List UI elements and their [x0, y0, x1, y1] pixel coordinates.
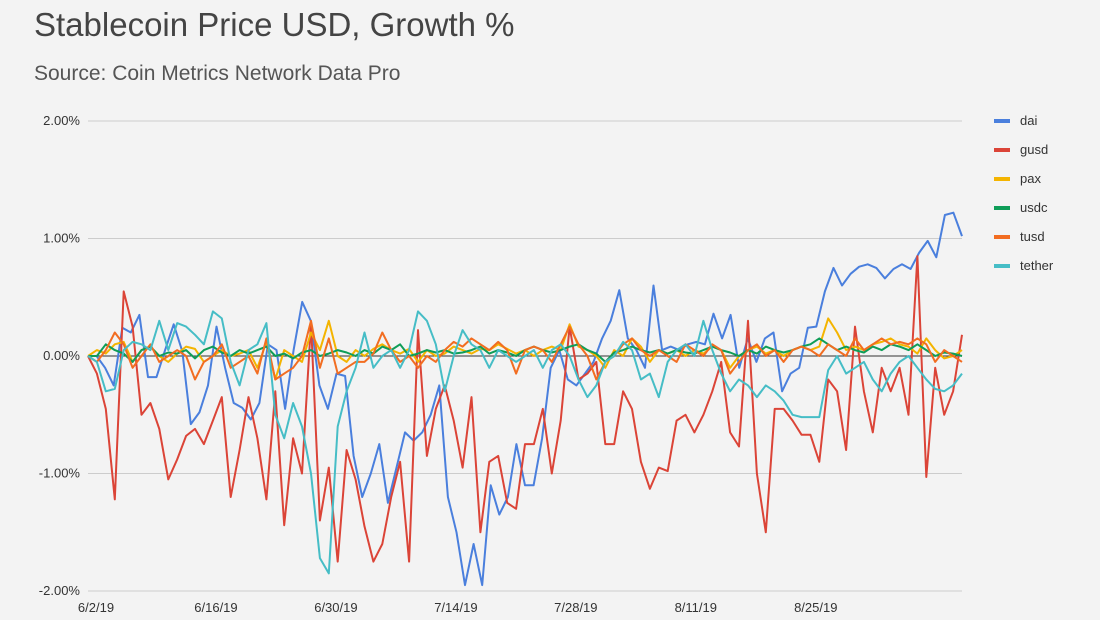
y-tick-label: -1.00%	[39, 466, 81, 481]
legend-label-tether: tether	[1020, 258, 1054, 273]
y-tick-label: -2.00%	[39, 583, 81, 598]
x-tick-label: 6/30/19	[314, 600, 357, 615]
grid-lines	[88, 120, 962, 592]
series-line-gusd	[87, 255, 963, 563]
x-tick-label: 7/28/19	[554, 600, 597, 615]
x-tick-label: 7/14/19	[434, 600, 477, 615]
legend-label-pax: pax	[1020, 171, 1041, 186]
chart-subtitle: Source: Coin Metrics Network Data Pro	[34, 62, 401, 85]
y-tick-label: 2.00%	[43, 113, 80, 128]
legend: dai gusd pax usdc tusd tether	[994, 113, 1054, 273]
legend-label-gusd: gusd	[1020, 142, 1048, 157]
x-tick-label: 6/2/19	[78, 600, 114, 615]
legend-label-usdc: usdc	[1020, 200, 1048, 215]
x-tick-label: 8/11/19	[675, 600, 717, 615]
y-tick-label: 0.00%	[43, 348, 80, 363]
x-tick-label: 8/25/19	[794, 600, 837, 615]
legend-label-tusd: tusd	[1020, 229, 1045, 244]
series-line-tusd	[87, 319, 963, 381]
series-lines	[87, 211, 963, 587]
y-tick-label: 1.00%	[43, 231, 80, 246]
x-axis-ticks: 6/2/19 6/16/19 6/30/19 7/14/19 7/28/19 8/11/1…	[78, 600, 838, 615]
legend-label-dai: dai	[1020, 113, 1037, 128]
y-axis-ticks: 2.00% 1.00% 0.00% -1.00% -2.00%	[39, 113, 81, 598]
chart-title: Stablecoin Price USD, Growth %	[34, 6, 515, 43]
series-line-tether	[87, 310, 963, 575]
series-line-dai	[88, 211, 963, 587]
x-tick-label: 6/16/19	[194, 600, 237, 615]
